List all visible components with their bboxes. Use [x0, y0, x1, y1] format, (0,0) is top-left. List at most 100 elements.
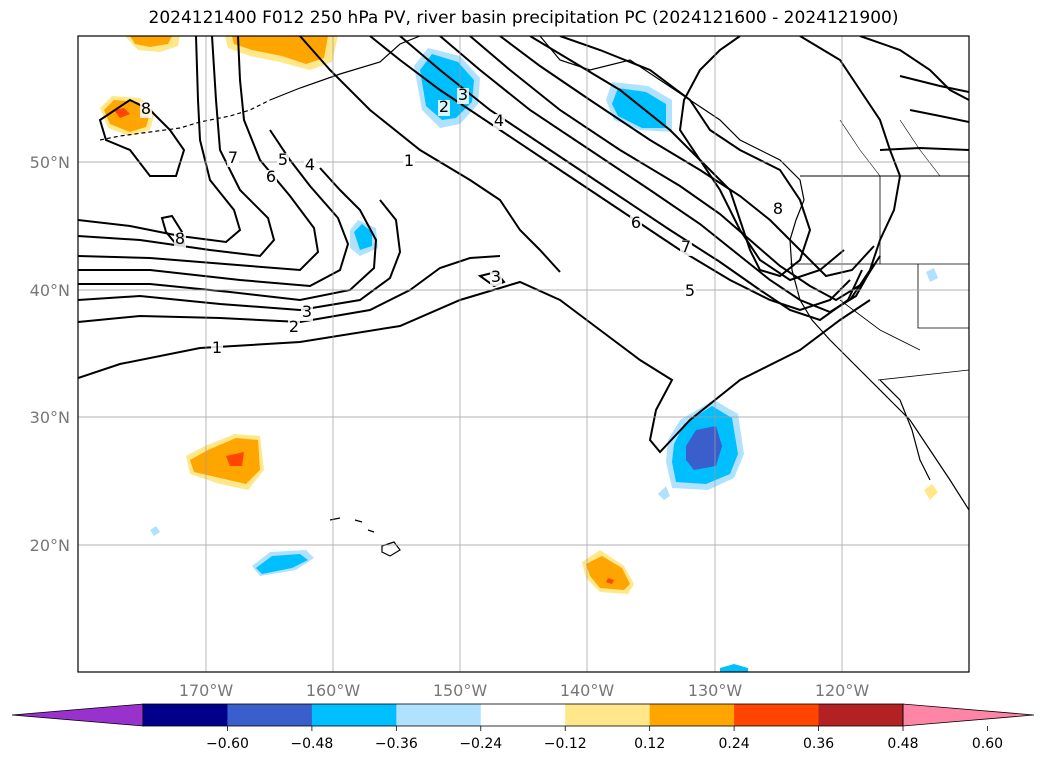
- precip-positive-area: [190, 438, 260, 484]
- contour-label: 4: [494, 111, 504, 130]
- colorbar-bin: [396, 704, 482, 726]
- precip-positive-area: [114, 108, 130, 118]
- contour-label-bg: [227, 151, 239, 167]
- colorbar-tick-label: 0.36: [803, 736, 834, 752]
- precip-positive-area: [104, 100, 150, 132]
- contour-label: 8: [175, 229, 185, 248]
- contour-label: 2: [289, 317, 299, 336]
- contour-label: 4: [305, 155, 315, 174]
- contour-label: 1: [212, 338, 222, 357]
- colorbar-extend-low: [11, 703, 144, 727]
- colorbar-tick-label: −0.24: [459, 736, 502, 752]
- colorbar: −0.60 −0.48 −0.36 −0.24 −0.12 0.12 0.24 0.36 0.4…: [11, 703, 1035, 752]
- precip-shading: [100, 36, 938, 672]
- colorbar-tick-label: −0.36: [375, 736, 418, 752]
- colorbar-bin: [311, 704, 397, 726]
- pv-contour-5: [78, 129, 350, 288]
- contour-label: 3: [491, 267, 501, 286]
- map-frame: [77, 35, 970, 673]
- colorbar-bin: [649, 704, 735, 726]
- contour-label-bg: [772, 202, 784, 218]
- state-borders: [790, 176, 969, 381]
- contour-label-bg: [457, 88, 469, 104]
- lat-label: 20°N: [30, 536, 70, 555]
- precip-negative-area: [256, 554, 308, 574]
- contour-label-bg: [403, 154, 415, 170]
- latitude-labels: 50°N 40°N 30°N 20°N: [30, 153, 70, 555]
- pv-contour-ridge: [529, 36, 845, 282]
- colorbar-tick-label: −0.60: [206, 736, 249, 752]
- pv-contour-closed: [559, 36, 812, 278]
- lon-label: 150°W: [433, 681, 488, 700]
- pv-contour-ridge: [469, 36, 881, 302]
- contour-label: 8: [773, 199, 783, 218]
- colorbar-bin: [565, 704, 651, 726]
- precip-negative-area: [658, 486, 670, 500]
- contour-label-bg: [140, 102, 152, 118]
- colorbar-tick-label: 0.60: [972, 736, 1003, 752]
- map-panel: [78, 36, 969, 672]
- lon-label: 130°W: [688, 681, 743, 700]
- contour-label: 6: [631, 213, 641, 232]
- pv-contour-ridge: [499, 36, 875, 278]
- lon-label: 160°W: [306, 681, 361, 700]
- lat-label: 40°N: [30, 281, 70, 300]
- colorbar-extend-high: [902, 703, 1035, 727]
- colorbar-bin: [818, 704, 904, 726]
- pv-contour-ridge: [399, 36, 863, 322]
- pv-contour-east: [879, 146, 969, 151]
- hawaii-islands: [329, 517, 401, 557]
- contour-label-bg: [277, 153, 289, 169]
- colorbar-tick-label: 0.12: [634, 736, 665, 752]
- pv-contour-8: [78, 36, 242, 244]
- precip-negative-area: [686, 426, 722, 470]
- contour-label-bg: [680, 240, 692, 256]
- colorbar-bin: [227, 704, 313, 726]
- longitude-labels: 170°W 160°W 150°W 140°W 130°W 120°W: [179, 681, 870, 700]
- pv-contour-east: [799, 36, 902, 301]
- contour-label-bg: [438, 100, 450, 116]
- coastlines: [99, 36, 969, 557]
- precip-negative-area: [612, 88, 666, 128]
- us-west-coast: [789, 199, 969, 511]
- contour-label: 5: [278, 150, 288, 169]
- colorbar-tick-label: −0.48: [290, 736, 333, 752]
- alaska-coastline: [269, 36, 421, 101]
- baja-coast: [879, 379, 931, 481]
- pv-contour-east: [859, 36, 969, 101]
- pv-contour-ridge: [369, 36, 851, 312]
- colorbar-frame: [142, 703, 904, 727]
- pv-contour-ridge: [439, 36, 875, 314]
- colorbar-tick-label: 0.48: [887, 736, 918, 752]
- pv-contour-6: [78, 36, 320, 272]
- contour-label-bg: [174, 232, 186, 248]
- lat-label: 50°N: [30, 153, 70, 172]
- province-borders: [839, 119, 941, 177]
- contour-label-bg: [490, 270, 502, 286]
- contour-label-bg: [493, 114, 505, 130]
- contour-label-bg: [288, 320, 300, 336]
- gridlines: [78, 36, 969, 672]
- precip-negative-area: [926, 268, 938, 282]
- contour-label: 2: [439, 97, 449, 116]
- colorbar-tick-label: 0.24: [719, 736, 750, 752]
- contour-label-bg: [211, 341, 223, 357]
- colorbar-bin: [480, 704, 566, 726]
- contour-label-bg: [304, 158, 316, 174]
- contour-label: 3: [302, 302, 312, 321]
- lon-label: 120°W: [815, 681, 870, 700]
- contour-label-bg: [684, 284, 696, 300]
- pv-contour-ridge: [299, 36, 561, 273]
- contour-label-bg: [630, 216, 642, 232]
- colorbar-tick-label: −0.12: [544, 736, 587, 752]
- precip-negative-area: [354, 224, 372, 250]
- lon-label: 140°W: [560, 681, 615, 700]
- contour-label: 7: [228, 148, 238, 167]
- contour-label: 8: [141, 99, 151, 118]
- chart-title: 2024121400 F012 250 hPa PV, river basin …: [148, 8, 899, 28]
- precip-positive-area: [130, 36, 172, 47]
- contour-label: 3: [458, 85, 468, 104]
- pv-contour-east: [899, 75, 969, 123]
